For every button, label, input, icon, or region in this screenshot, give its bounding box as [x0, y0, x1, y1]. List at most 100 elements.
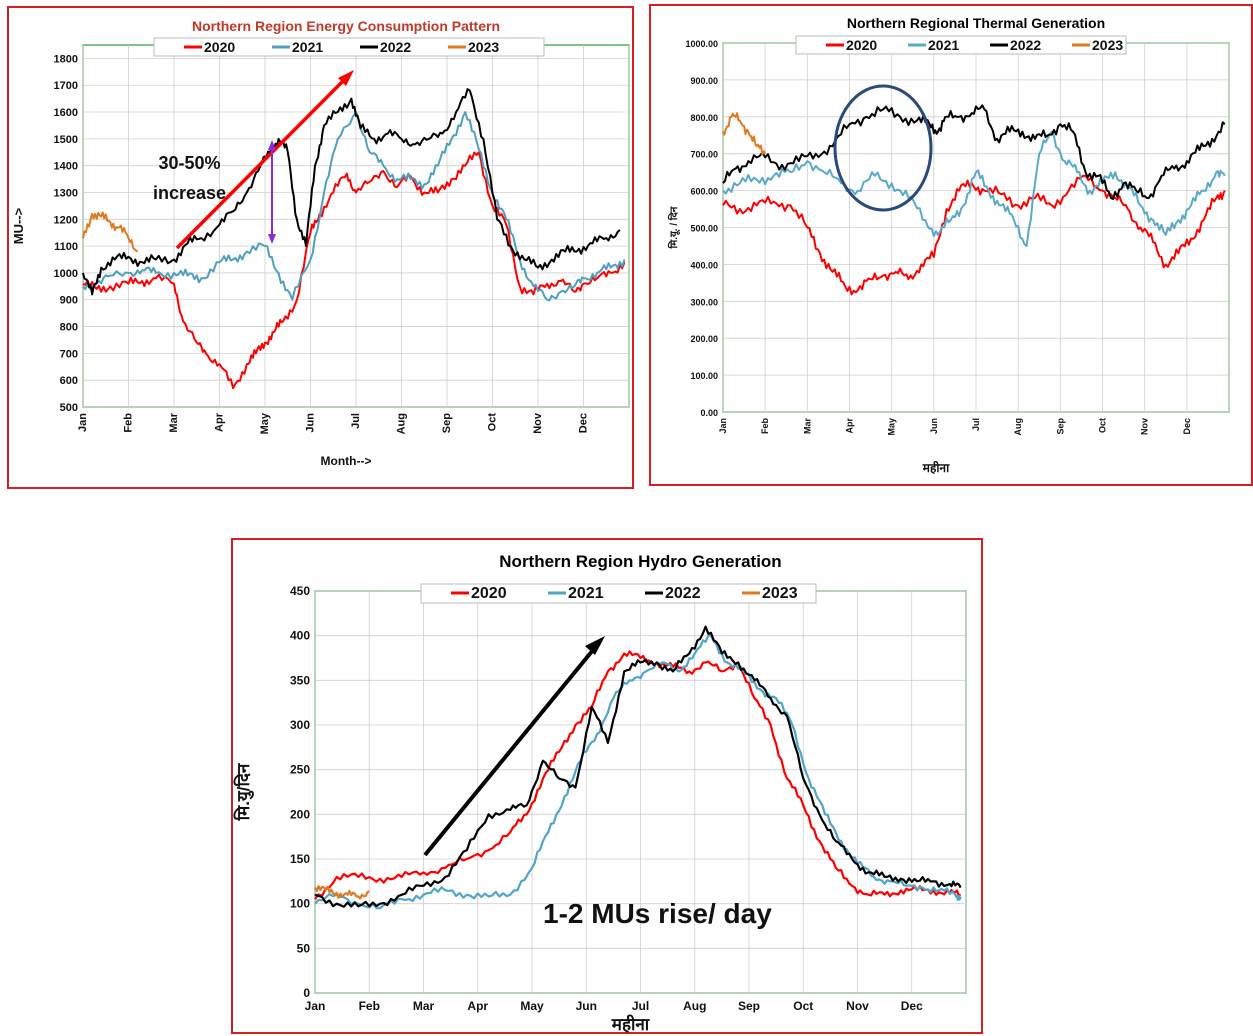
x-tick-label: Oct — [487, 413, 499, 432]
x-axis-label: महीना — [922, 461, 950, 475]
y-tick-label: 450 — [290, 584, 310, 598]
y-tick-label: 1000 — [54, 268, 78, 280]
x-tick-label: Nov — [1140, 418, 1150, 435]
legend-box — [420, 583, 817, 604]
x-tick-label: Sep — [441, 413, 453, 433]
y-tick-label: 1400 — [54, 161, 78, 173]
y-tick-label: 900.00 — [690, 76, 718, 86]
x-tick-label: Jul — [971, 418, 981, 431]
y-tick-label: 1200 — [54, 214, 78, 226]
legend-label-2022: 2022 — [380, 39, 411, 55]
legend-label-2023: 2023 — [1092, 37, 1123, 53]
hydro-rise-arrow-head — [585, 636, 605, 655]
x-tick-label: Jan — [718, 418, 728, 434]
y-tick-label: 1800 — [54, 53, 78, 65]
x-tick-label: Aug — [396, 413, 408, 434]
legend-label-2020: 2020 — [204, 39, 235, 55]
thermal-generation-chart-panel: 0.00 100.00 200.00 300.00 400.00 500.00 600.00… — [649, 4, 1253, 486]
x-tick-label: Jul — [350, 413, 362, 429]
x-tick-label: Jun — [305, 413, 317, 433]
series-line-2021 — [722, 130, 1226, 247]
y-tick-label: 0.00 — [700, 408, 718, 418]
highlight-ellipse — [833, 84, 933, 212]
series-line-2023 — [314, 885, 370, 900]
x-tick-label: Aug — [683, 999, 706, 1013]
y-tick-label: 0 — [303, 986, 310, 1000]
x-axis-label: Month--> — [321, 454, 372, 468]
y-tick-label: 900 — [60, 295, 78, 307]
x-tick-label: Oct — [1098, 418, 1108, 433]
series-line-2023 — [722, 112, 767, 156]
series-line-2023 — [82, 211, 139, 253]
y-tick-label: 1500 — [54, 134, 78, 146]
y-tick-label: 300 — [290, 718, 310, 732]
y-tick-label: 1100 — [54, 241, 78, 253]
series-line-2020 — [82, 151, 626, 390]
increase-arrow-line — [175, 78, 346, 250]
x-tick-label: Apr — [467, 999, 488, 1013]
x-tick-label: May — [887, 418, 897, 436]
x-axis-label: महीना — [611, 1014, 650, 1034]
y-tick-label: 200.00 — [690, 334, 718, 344]
legend-label-2021: 2021 — [292, 39, 323, 55]
x-tick-label: Sep — [738, 999, 760, 1013]
chart-title: Northern Region Energy Consumption Patte… — [192, 18, 500, 34]
x-tick-label: Mar — [802, 418, 812, 435]
y-axis-label: मि.यु/दिन — [233, 763, 254, 821]
legend-label-2023: 2023 — [468, 39, 499, 55]
y-tick-label: 800 — [60, 322, 78, 334]
legend-box — [795, 35, 1127, 55]
y-tick-label: 600 — [60, 375, 78, 387]
x-tick-label: Dec — [1182, 418, 1192, 435]
y-tick-label: 250 — [290, 763, 310, 777]
x-tick-label: Feb — [123, 413, 135, 433]
x-tick-label: Dec — [578, 413, 590, 433]
x-tick-label: Mar — [168, 412, 180, 432]
y-axis-label: MU--> — [11, 207, 26, 244]
legend-label-2022: 2022 — [1010, 37, 1041, 53]
y-tick-label: 50 — [297, 941, 311, 955]
x-tick-label: Feb — [359, 999, 380, 1013]
x-tick-label: Nov — [532, 412, 544, 434]
x-tick-label: Nov — [846, 999, 869, 1013]
hydro-generation-chart: 0 50 100 150 200 250 300 350 400 450 Jan Feb Mar Apr M… — [233, 552, 967, 1034]
x-tick-label: Dec — [901, 999, 923, 1013]
y-tick-label: 200 — [290, 807, 310, 821]
y-tick-label: 100 — [290, 897, 310, 911]
x-tick-label: Mar — [413, 999, 435, 1013]
x-tick-label: Apr — [214, 412, 226, 432]
thermal-generation-chart: 0.00 100.00 200.00 300.00 400.00 500.00 600.00… — [667, 15, 1230, 475]
x-tick-label: Jun — [576, 999, 597, 1013]
series-line-2021 — [314, 634, 962, 910]
gap-marker-arrow-bottom — [268, 234, 276, 244]
legend-label-2022: 2022 — [665, 585, 701, 602]
legend-box — [153, 37, 545, 57]
x-tick-label: Jul — [632, 999, 649, 1013]
y-tick-label: 1000.00 — [685, 39, 718, 49]
series-line-2021 — [82, 111, 626, 302]
x-tick-label: Oct — [793, 999, 813, 1013]
y-tick-label: 500.00 — [690, 224, 718, 234]
energy-consumption-chart: 500 600 700 800 900 1000 1100 1200 1300 1400 1500 1… — [11, 18, 630, 468]
x-tick-label: Apr — [845, 418, 855, 434]
y-tick-label: 400 — [290, 629, 310, 643]
y-tick-label: 700.00 — [690, 150, 718, 160]
x-tick-label: May — [259, 412, 271, 434]
legend-label-2021: 2021 — [568, 585, 604, 602]
y-tick-label: 400.00 — [690, 260, 718, 270]
hydro-generation-chart-panel: 0 50 100 150 200 250 300 350 400 450 Jan Feb Mar Apr M… — [231, 538, 983, 1034]
series-line-2022 — [314, 625, 962, 908]
legend-label-2023: 2023 — [762, 585, 798, 602]
x-tick-label: Jan — [77, 413, 89, 432]
energy-consumption-chart-panel: 500 600 700 800 900 1000 1100 1200 1300 1400 1500 1… — [7, 6, 634, 489]
y-tick-label: 150 — [290, 852, 310, 866]
y-tick-label: 1600 — [54, 107, 78, 119]
y-tick-label: 700 — [60, 348, 78, 360]
x-tick-label: Jan — [305, 999, 326, 1013]
y-axis-label: मि.यू. / दिन — [667, 206, 681, 249]
series-line-2022 — [722, 104, 1226, 200]
increase-arrow-head — [338, 70, 354, 86]
hydro-rise-arrow-line — [423, 648, 595, 857]
y-tick-label: 350 — [290, 673, 310, 687]
x-tick-label: May — [520, 999, 544, 1013]
